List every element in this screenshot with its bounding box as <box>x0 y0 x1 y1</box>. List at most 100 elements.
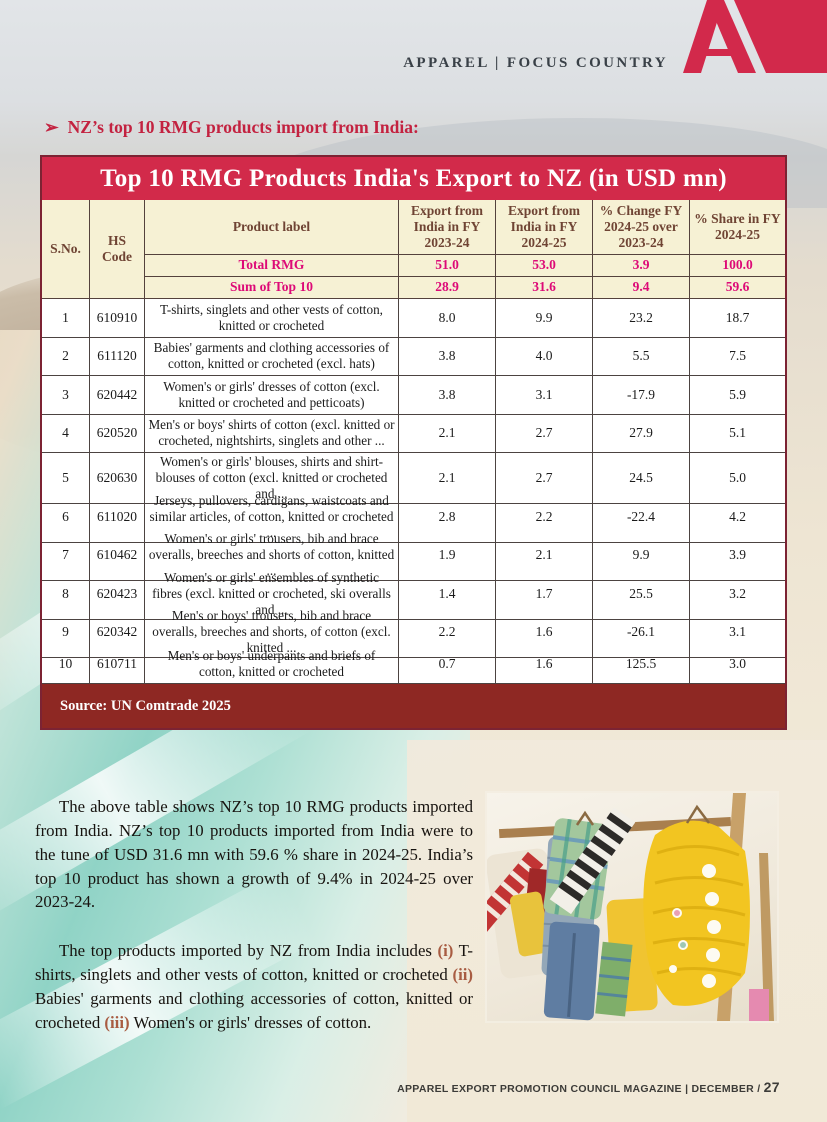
table-row: 2 611120 Babies' garments and clothing acc… <box>42 337 785 376</box>
export-fy2324-cell: 3.8 <box>399 337 496 376</box>
table-row: 5 620630 Women's or girls' blouses, shirts… <box>42 453 785 505</box>
product-label-cell: Women's or girls' ensembles of synthetic… <box>145 568 399 620</box>
sno-cell: 10 <box>42 645 90 684</box>
paragraph-2: The top products imported by NZ from Ind… <box>35 941 473 1032</box>
export-fy2425-cell: 1.6 <box>496 645 593 684</box>
summary-total-rmg-value: 3.9 <box>593 255 690 277</box>
pct-change-cell: 27.9 <box>593 414 690 453</box>
export-fy2425-cell: 1.7 <box>496 568 593 620</box>
column-header-export-fy2324: Export from India in FY 2023-24 <box>399 200 496 255</box>
hs-code-cell: 620630 <box>90 453 145 505</box>
arrow-bullet-icon: ➢ <box>44 117 59 137</box>
product-label-cell: Women's or girls' dresses of cotton (exc… <box>145 376 399 415</box>
table-row: 3 620442 Women's or girls' dresses of cott… <box>42 376 785 415</box>
export-fy2324-cell: 8.0 <box>399 299 496 338</box>
roman-marker: (i) <box>437 941 454 961</box>
paragraph-1: The above table shows NZ’s top 10 RMG pr… <box>35 797 473 912</box>
aepc-a-logo-icon <box>683 0 827 73</box>
hs-code-cell: 620342 <box>90 607 145 659</box>
summary-top10-value: 28.9 <box>399 277 496 299</box>
hs-code-cell: 610910 <box>90 299 145 338</box>
page-footer: APPAREL EXPORT PROMOTION COUNCIL MAGAZIN… <box>350 1079 827 1095</box>
hs-code-cell: 620520 <box>90 414 145 453</box>
page-heading: ➢ NZ’s top 10 RMG products import from In… <box>44 117 419 138</box>
hs-code-cell: 610711 <box>90 645 145 684</box>
product-label-cell: Men's or boys' shirts of cotton (excl. k… <box>145 414 399 453</box>
pct-share-cell: 4.2 <box>690 492 785 543</box>
pct-change-cell: 5.5 <box>593 337 690 376</box>
summary-top10-label: Sum of Top 10 <box>145 277 399 299</box>
table-row: 7 610462 Women's or girls' trousers, bib a… <box>42 530 785 582</box>
article-body: The above table shows NZ’s top 10 RMG pr… <box>35 795 473 1035</box>
section-kicker: APPAREL | FOCUS COUNTRY <box>403 55 668 71</box>
sno-cell: 6 <box>42 491 90 543</box>
pct-share-cell: 5.1 <box>690 415 785 453</box>
table-header: S.No. HS Code Product label Export from … <box>42 200 785 299</box>
pct-share-cell: 3.1 <box>690 607 785 659</box>
pct-share-cell: 7.5 <box>690 338 785 376</box>
hs-code-cell: 611120 <box>90 337 145 376</box>
footer-text: APPAREL EXPORT PROMOTION COUNCIL MAGAZIN… <box>397 1083 764 1095</box>
sno-cell: 8 <box>42 568 90 620</box>
summary-total-rmg-value: 100.0 <box>690 255 785 277</box>
export-fy2324-cell: 2.2 <box>399 607 496 659</box>
export-fy2425-cell: 3.1 <box>496 376 593 415</box>
table-title: Top 10 RMG Products India's Export to NZ… <box>42 157 785 200</box>
sno-cell: 3 <box>42 376 90 415</box>
pct-change-cell: -22.4 <box>593 491 690 543</box>
table-row: 4 620520 Men's or boys' shirts of cotton (… <box>42 414 785 453</box>
product-label-cell: Men's or boys' trousers, bib and brace o… <box>145 607 399 659</box>
pct-share-cell: 3.9 <box>690 530 785 582</box>
hs-code-cell: 620423 <box>90 568 145 620</box>
export-fy2425-cell: 2.7 <box>496 414 593 453</box>
column-header-product-label: Product label <box>145 200 399 255</box>
export-fy2425-cell: 2.2 <box>496 491 593 543</box>
sno-cell: 4 <box>42 414 90 453</box>
hs-code-cell: 611020 <box>90 491 145 543</box>
product-label-cell: Men's or boys' underpants and briefs of … <box>145 645 399 684</box>
export-fy2324-cell: 2.1 <box>399 453 496 505</box>
clothes-rack-photo <box>487 793 777 1021</box>
product-label-cell: Women's or girls' trousers, bib and brac… <box>145 530 399 582</box>
export-fy2324-cell: 0.7 <box>399 645 496 684</box>
page-number: 27 <box>763 1079 780 1095</box>
export-fy2425-cell: 1.6 <box>496 607 593 659</box>
hs-code-cell: 620442 <box>90 376 145 415</box>
column-header-pct-change: % Change FY 2024-25 over 2023-24 <box>593 200 690 255</box>
page-heading-text: NZ’s top 10 RMG products import from Ind… <box>67 117 419 137</box>
pct-share-cell: 18.7 <box>690 299 785 338</box>
export-fy2324-cell: 1.4 <box>399 568 496 620</box>
table-row: 10 610711 Men's or boys' underpants and br… <box>42 645 785 684</box>
rmg-export-table: Top 10 RMG Products India's Export to NZ… <box>40 155 787 730</box>
export-fy2425-cell: 2.1 <box>496 530 593 582</box>
pct-change-cell: -17.9 <box>593 376 690 415</box>
export-fy2324-cell: 2.8 <box>399 491 496 543</box>
summary-top10-value: 59.6 <box>690 277 785 299</box>
column-header-pct-share: % Share in FY 2024-25 <box>690 200 785 255</box>
pct-share-cell: 3.0 <box>690 646 785 684</box>
export-fy2324-cell: 3.8 <box>399 376 496 415</box>
export-fy2324-cell: 2.1 <box>399 414 496 453</box>
pct-share-cell: 3.2 <box>690 569 785 620</box>
roman-marker: (iii) <box>104 1012 130 1032</box>
sno-cell: 7 <box>42 530 90 582</box>
product-label-cell: T-shirts, singlets and other vests of co… <box>145 299 399 338</box>
pct-change-cell: 24.5 <box>593 453 690 505</box>
yellow-cardigan <box>643 820 750 1006</box>
summary-total-rmg-value: 53.0 <box>496 255 593 277</box>
column-header-sno: S.No. <box>42 200 90 299</box>
summary-total-rmg-value: 51.0 <box>399 255 496 277</box>
product-label-cell: Women's or girls' blouses, shirts and sh… <box>145 453 399 505</box>
rack-leg <box>759 853 774 1021</box>
table-row: 8 620423 Women's or girls' ensembles of sy… <box>42 568 785 620</box>
hs-code-cell: 610462 <box>90 530 145 582</box>
table-row: 6 611020 Jerseys, pullovers, cardigans, wa… <box>42 491 785 543</box>
export-fy2324-cell: 1.9 <box>399 530 496 582</box>
pct-change-cell: 125.5 <box>593 645 690 684</box>
pct-share-cell: 5.0 <box>690 453 785 505</box>
column-header-hs-code: HS Code <box>90 200 145 299</box>
pct-change-cell: 9.9 <box>593 530 690 582</box>
sno-cell: 2 <box>42 337 90 376</box>
sno-cell: 1 <box>42 299 90 338</box>
summary-top10-value: 31.6 <box>496 277 593 299</box>
